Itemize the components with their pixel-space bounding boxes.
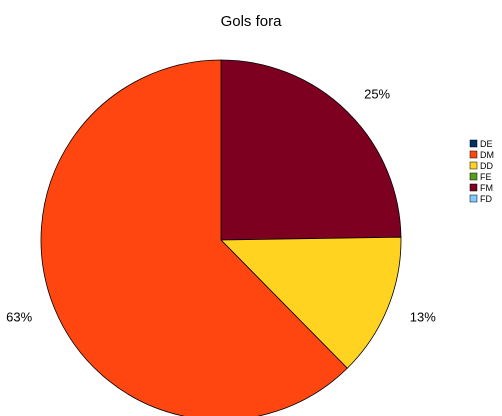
legend-label-fe: FE [480,172,492,182]
pie-slices [40,59,402,416]
pie-slice-fm [220,59,402,241]
legend-swatch-fd [469,194,478,203]
pie-slice-labels: 25% 13% 63% [6,87,436,325]
slice-label-dd: 13% [410,309,436,324]
legend-swatch-dd [469,161,478,170]
slice-label-dm: 63% [6,309,32,324]
legend-label-fm: FM [480,183,493,193]
chart-title: Gols fora [221,13,283,30]
legend-label-dd: DD [480,161,493,171]
legend-swatch-fm [469,183,478,192]
legend-swatch-fe [469,172,478,181]
slice-label-fm: 25% [364,87,390,102]
pie-slice-dd [220,236,402,369]
pie-slice-dm [40,59,348,416]
legend-label-de: DE [480,139,493,149]
legend-label-fd: FD [480,194,492,204]
legend-label-dm: DM [480,150,494,160]
legend-swatch-dm [469,150,478,159]
legend-swatch-de [469,139,478,148]
